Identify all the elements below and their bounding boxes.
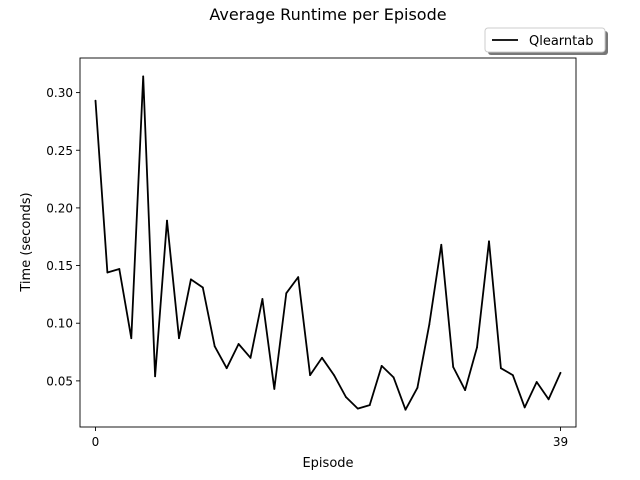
data-point (321, 356, 323, 359)
x-axis: 0 39 (92, 427, 568, 449)
data-point (535, 381, 538, 383)
data-point (464, 389, 467, 391)
data-point (416, 386, 419, 389)
data-point (440, 243, 443, 246)
data-point (499, 367, 502, 370)
data-point (523, 406, 526, 409)
data-point (130, 337, 133, 340)
data-point (154, 375, 157, 378)
data-point (261, 298, 264, 300)
data-point (213, 345, 216, 348)
data-point (392, 376, 395, 379)
series-points (94, 75, 562, 411)
data-point (106, 271, 109, 274)
y-tick-label: 0.25 (46, 144, 73, 158)
data-point (189, 278, 192, 281)
data-point (452, 366, 455, 368)
y-tick-label: 0.05 (46, 374, 73, 388)
data-point (333, 374, 335, 377)
legend: Qlearntab (484, 27, 608, 55)
data-point (285, 292, 288, 295)
data-point (297, 276, 300, 278)
data-point (559, 371, 562, 374)
y-axis: 0.05 0.10 0.15 0.20 0.25 0.30 (46, 86, 80, 388)
data-point (547, 398, 550, 401)
data-point (428, 323, 431, 326)
data-point (237, 343, 240, 345)
data-point (273, 388, 276, 390)
data-point (249, 356, 252, 359)
data-point (225, 367, 228, 370)
data-point (94, 99, 97, 102)
data-point (488, 240, 490, 243)
data-point (368, 404, 371, 406)
series-line-qlearntab (94, 75, 562, 411)
y-tick-label: 0.20 (46, 201, 73, 215)
data-point (511, 374, 514, 377)
data-point (309, 374, 312, 377)
data-point (166, 219, 168, 222)
data-point (404, 408, 407, 411)
x-tick-label: 39 (553, 435, 568, 449)
y-tick-label: 0.10 (46, 317, 73, 331)
plot-area (79, 57, 577, 428)
data-point (178, 337, 180, 340)
data-point (476, 346, 478, 349)
legend-label: Qlearntab (529, 34, 593, 49)
y-tick-label: 0.15 (46, 259, 73, 273)
y-tick-label: 0.30 (46, 86, 73, 100)
legend-box (484, 27, 606, 53)
x-tick-label: 0 (92, 435, 100, 449)
y-axis-label: Time (seconds) (19, 192, 34, 292)
x-axis-label: Episode (302, 456, 353, 471)
chart-title: Average Runtime per Episode (209, 5, 446, 24)
data-point (380, 364, 383, 367)
data-point (356, 407, 359, 410)
data-point (201, 286, 204, 289)
data-point (118, 268, 121, 270)
data-point (344, 396, 347, 398)
data-point (142, 75, 145, 78)
